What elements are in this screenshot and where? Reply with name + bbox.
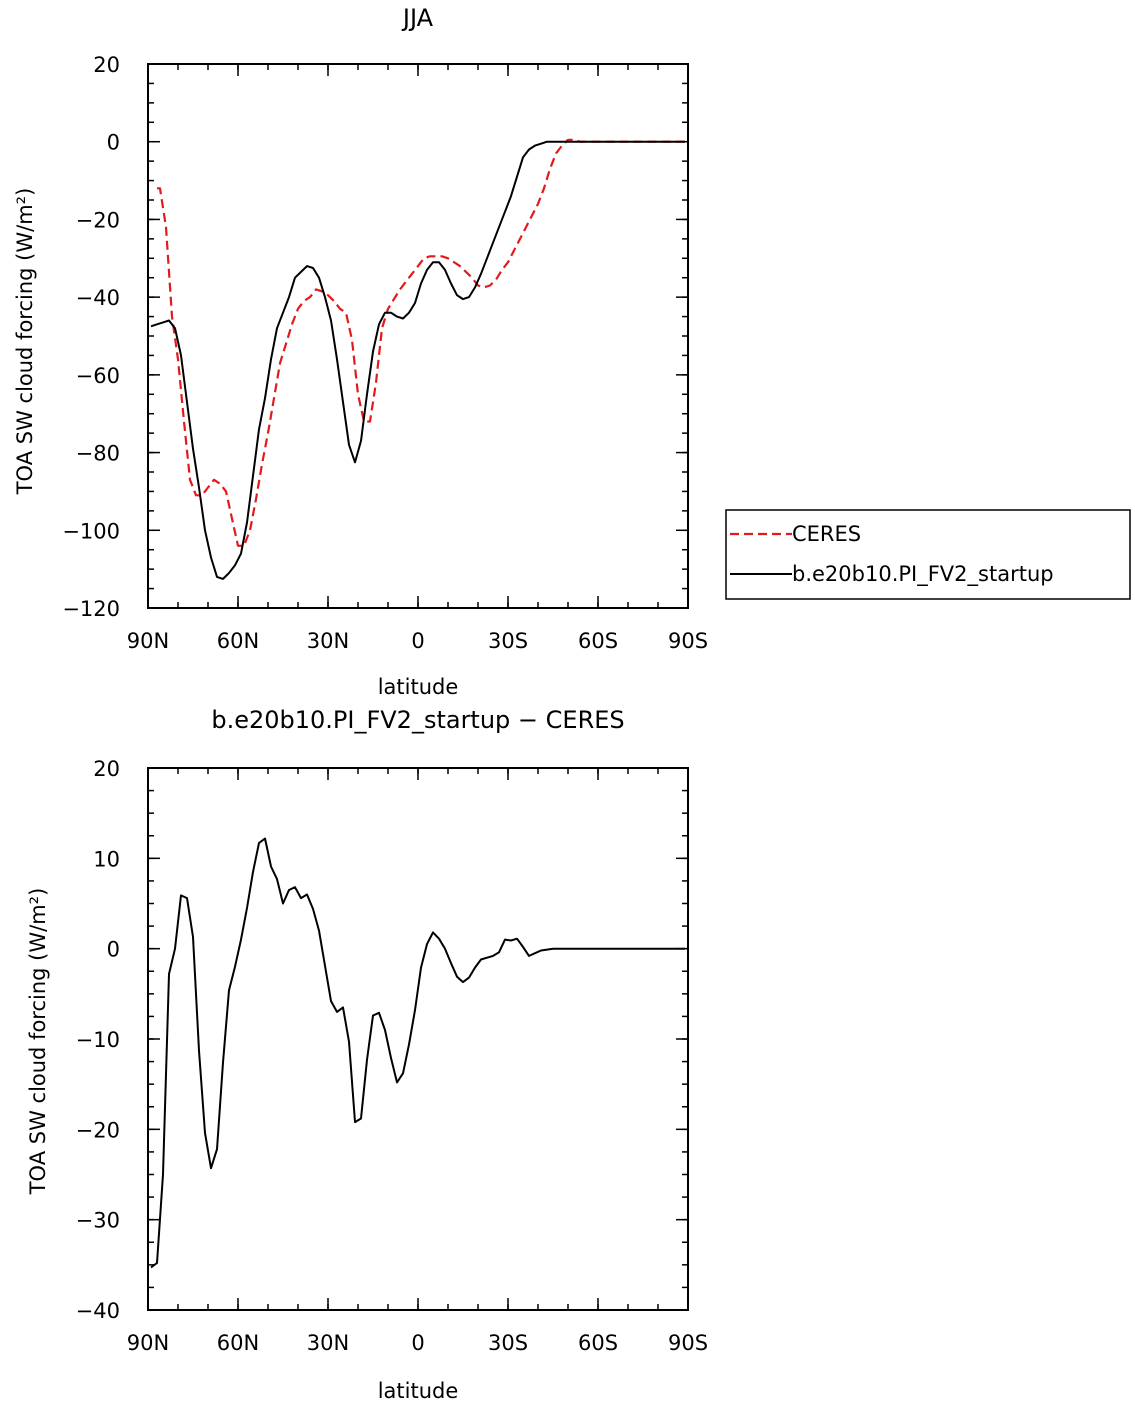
x-tick-label: 90N xyxy=(127,1331,169,1355)
series-line-difference xyxy=(150,837,685,1269)
y-tick-label: −100 xyxy=(62,519,120,543)
y-tick-label: 20 xyxy=(93,757,120,781)
y-tick-label: 10 xyxy=(93,847,120,871)
y-tick-label: −40 xyxy=(76,286,120,310)
x-tick-label: 60S xyxy=(578,1331,618,1355)
legend: CERES b.e20b10.PI_FV2_startup xyxy=(725,509,1131,600)
x-tick-label: 30S xyxy=(488,1331,528,1355)
x-tick-label: 60S xyxy=(578,629,618,653)
top-plot-marks: 90N 60N 30N 0 30S 60S 90S 20 0 −20 −40 −60 −80 −100 −1… xyxy=(62,53,708,653)
legend-model-label: b.e20b10.PI_FV2_startup xyxy=(792,562,1054,587)
x-tick-label: 0 xyxy=(411,1331,424,1355)
series-line-b-e20b10-pi-fv2-startup xyxy=(150,140,685,580)
y-tick-label: −20 xyxy=(76,1118,120,1142)
y-tick-label: −80 xyxy=(76,442,120,466)
x-tick-label: 90S xyxy=(668,1331,708,1355)
x-tick-label: 30N xyxy=(307,629,349,653)
bottom-x-axis-label: latitude xyxy=(378,1379,459,1403)
bottom-plot-marks: 90N 60N 30N 0 30S 60S 90S 20 10 0 −10 −20 −30 −40 xyxy=(76,757,708,1355)
y-tick-label: 20 xyxy=(93,53,120,77)
y-tick-label: −60 xyxy=(76,364,120,388)
top-chart-title: JJA xyxy=(401,4,434,32)
top-y-axis-label: TOA SW cloud forcing (W/m²) xyxy=(13,188,37,496)
plot-frame xyxy=(147,63,689,609)
plot-frame xyxy=(147,767,689,1311)
legend-ceres-label: CERES xyxy=(792,522,861,546)
x-tick-label: 0 xyxy=(411,629,424,653)
y-tick-label: −10 xyxy=(76,1028,120,1052)
y-tick-label: −120 xyxy=(62,597,120,621)
top-x-axis-label: latitude xyxy=(378,675,459,699)
legend-box xyxy=(725,509,1131,600)
x-tick-label: 30N xyxy=(307,1331,349,1355)
y-tick-label: −30 xyxy=(76,1209,120,1233)
y-tick-label: −20 xyxy=(76,208,120,232)
x-tick-label: 60N xyxy=(217,1331,259,1355)
bottom-chart-title: b.e20b10.PI_FV2_startup − CERES xyxy=(211,706,624,734)
series-line-ceres xyxy=(157,138,688,547)
y-tick-label: 0 xyxy=(107,938,120,962)
x-tick-label: 90S xyxy=(668,629,708,653)
x-tick-label: 30S xyxy=(488,629,528,653)
bottom-panel: b.e20b10.PI_FV2_startup − CERES latitude… xyxy=(26,706,708,1403)
x-tick-label: 90N xyxy=(127,629,169,653)
x-tick-label: 60N xyxy=(217,629,259,653)
top-panel: JJA latitude TOA SW cloud forcing (W/m²)… xyxy=(13,4,708,699)
y-tick-label: 0 xyxy=(107,131,120,155)
y-tick-label: −40 xyxy=(76,1299,120,1323)
bottom-y-axis-label: TOA SW cloud forcing (W/m²) xyxy=(26,888,50,1196)
